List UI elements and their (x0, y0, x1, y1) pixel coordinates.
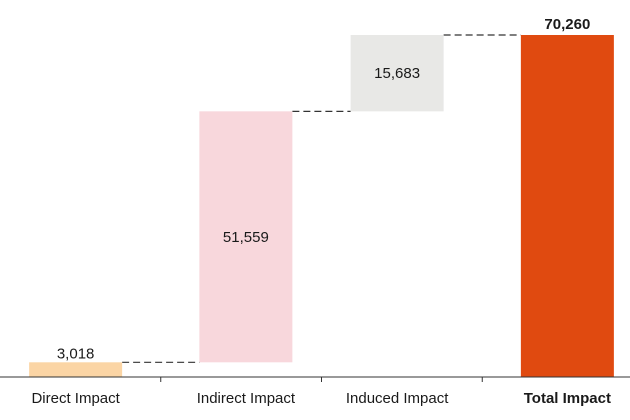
value-label: 15,683 (374, 65, 420, 82)
bar-total-impact (520, 35, 614, 377)
category-label: Induced Impact (346, 390, 449, 407)
bar-direct-impact (29, 362, 123, 377)
value-labels: 3,018 51,559 15,683 70,260 (57, 16, 590, 362)
category-label: Direct Impact (31, 390, 120, 407)
x-axis-ticks (160, 377, 483, 382)
category-label: Indirect Impact (197, 390, 296, 407)
value-label: 51,559 (223, 229, 269, 246)
category-labels: Direct Impact Indirect Impact Induced Impa… (31, 390, 611, 407)
bars (29, 35, 614, 377)
category-label: Total Impact (524, 390, 611, 407)
connector-lines (122, 34, 521, 363)
bar-indirect-impact (199, 111, 293, 363)
bar-induced-impact (350, 35, 444, 112)
value-label: 3,018 (57, 345, 95, 362)
value-label: 70,260 (544, 16, 590, 33)
